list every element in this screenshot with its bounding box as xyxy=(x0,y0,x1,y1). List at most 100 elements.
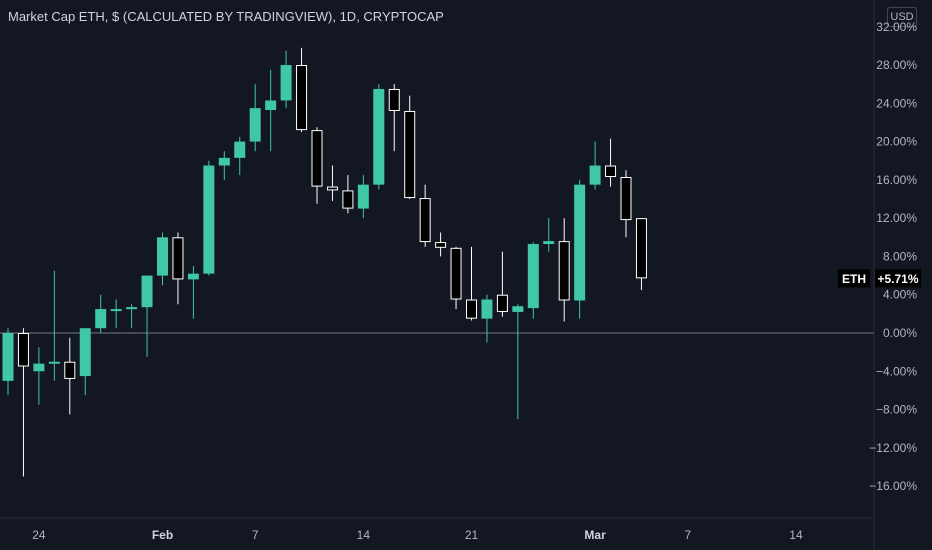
candle xyxy=(64,337,76,415)
candle xyxy=(157,232,168,286)
candle xyxy=(48,270,60,381)
candle xyxy=(450,246,462,310)
candle xyxy=(110,299,122,329)
price-axis[interactable]: 32.00% 28.00% 24.00% 20.00% 16.00% 12.00% 8.00… xyxy=(869,20,917,493)
candle-body xyxy=(2,333,14,381)
candle xyxy=(311,127,323,204)
candle-body xyxy=(466,299,477,319)
price-tick-label: −16.00% xyxy=(869,479,917,493)
candle-body xyxy=(435,242,447,248)
time-tick-label: 7 xyxy=(252,528,259,542)
candle-body xyxy=(326,186,338,191)
candle-body xyxy=(496,294,508,312)
candle-body xyxy=(481,299,493,319)
candle xyxy=(574,179,586,319)
candle-body xyxy=(574,184,586,301)
time-axis[interactable]: 24 Feb 7 14 21 Mar 7 14 xyxy=(32,528,803,542)
candle-body xyxy=(172,237,184,280)
candle xyxy=(79,328,91,396)
currency-button[interactable]: USD xyxy=(887,7,917,27)
time-tick-label: Feb xyxy=(152,528,173,542)
candle-body xyxy=(357,184,369,209)
price-tick-label: 4.00% xyxy=(883,288,917,302)
price-tick-label: −4.00% xyxy=(876,364,917,378)
candle-body xyxy=(527,243,539,309)
candle-body xyxy=(512,306,524,312)
candle-body xyxy=(64,361,76,379)
candle-body xyxy=(265,100,277,111)
candle xyxy=(388,84,400,152)
candle-body xyxy=(296,65,308,131)
candle xyxy=(280,50,292,109)
candle xyxy=(527,242,539,319)
price-tick-label: 32.00% xyxy=(876,20,917,34)
price-tick-label: 24.00% xyxy=(876,96,917,110)
candle xyxy=(234,136,246,176)
candle-body xyxy=(141,275,153,308)
candle xyxy=(218,151,230,180)
candle xyxy=(373,84,385,190)
time-tick-label: 7 xyxy=(684,528,691,542)
candle xyxy=(404,95,416,200)
candle xyxy=(620,170,632,238)
candle xyxy=(296,47,308,133)
candle-body xyxy=(543,241,555,244)
candle-body xyxy=(33,363,45,372)
candle xyxy=(543,218,555,252)
candle-body xyxy=(218,157,230,166)
candle-body xyxy=(110,309,122,312)
candle xyxy=(635,218,647,290)
price-tick-label: 28.00% xyxy=(876,58,917,72)
candle-body xyxy=(203,165,215,274)
candle xyxy=(466,246,477,321)
candle xyxy=(419,184,431,247)
candle-body xyxy=(635,218,647,279)
chart-title: Market Cap ETH, $ (CALCULATED BY TRADING… xyxy=(8,9,444,24)
candle xyxy=(203,160,215,276)
symbol-label: ETH xyxy=(842,272,866,286)
candle xyxy=(141,275,153,357)
candle-body xyxy=(126,307,138,310)
price-tick-label: 20.00% xyxy=(876,135,917,149)
candles xyxy=(2,47,647,477)
price-tick-label: 8.00% xyxy=(883,249,917,263)
candle-body xyxy=(187,273,199,280)
candle xyxy=(605,138,617,187)
candle-body xyxy=(48,361,60,364)
price-tick-label: −12.00% xyxy=(869,441,917,455)
candle xyxy=(95,294,107,333)
candle-body xyxy=(95,309,107,329)
candle xyxy=(249,84,261,152)
candle-body xyxy=(373,88,385,185)
candle xyxy=(187,266,199,319)
candle xyxy=(326,165,338,201)
candle-body xyxy=(79,328,91,377)
candle xyxy=(435,232,447,257)
candle xyxy=(558,218,570,322)
candle-body xyxy=(620,177,632,221)
value-label: +5.71% xyxy=(877,272,918,286)
candle xyxy=(126,304,138,329)
candle xyxy=(481,294,493,343)
candle-body xyxy=(450,247,462,300)
candle-body xyxy=(249,108,261,142)
candle-body xyxy=(17,333,29,367)
symbol-label-bg xyxy=(838,269,870,288)
candle-body xyxy=(157,237,168,276)
candle xyxy=(2,328,14,396)
candle-body xyxy=(605,165,617,178)
candle-body xyxy=(234,141,246,158)
price-tick-label: −8.00% xyxy=(876,403,917,417)
candle xyxy=(33,347,45,405)
time-tick-label: 24 xyxy=(32,528,46,542)
candle xyxy=(342,175,354,214)
candle-body xyxy=(342,190,354,209)
time-tick-label: 21 xyxy=(465,528,479,542)
candle-body xyxy=(558,241,570,301)
candle-body xyxy=(419,198,431,243)
candle xyxy=(17,328,29,477)
candle xyxy=(496,251,508,317)
price-tick-label: 16.00% xyxy=(876,173,917,187)
candle-body xyxy=(589,165,601,185)
